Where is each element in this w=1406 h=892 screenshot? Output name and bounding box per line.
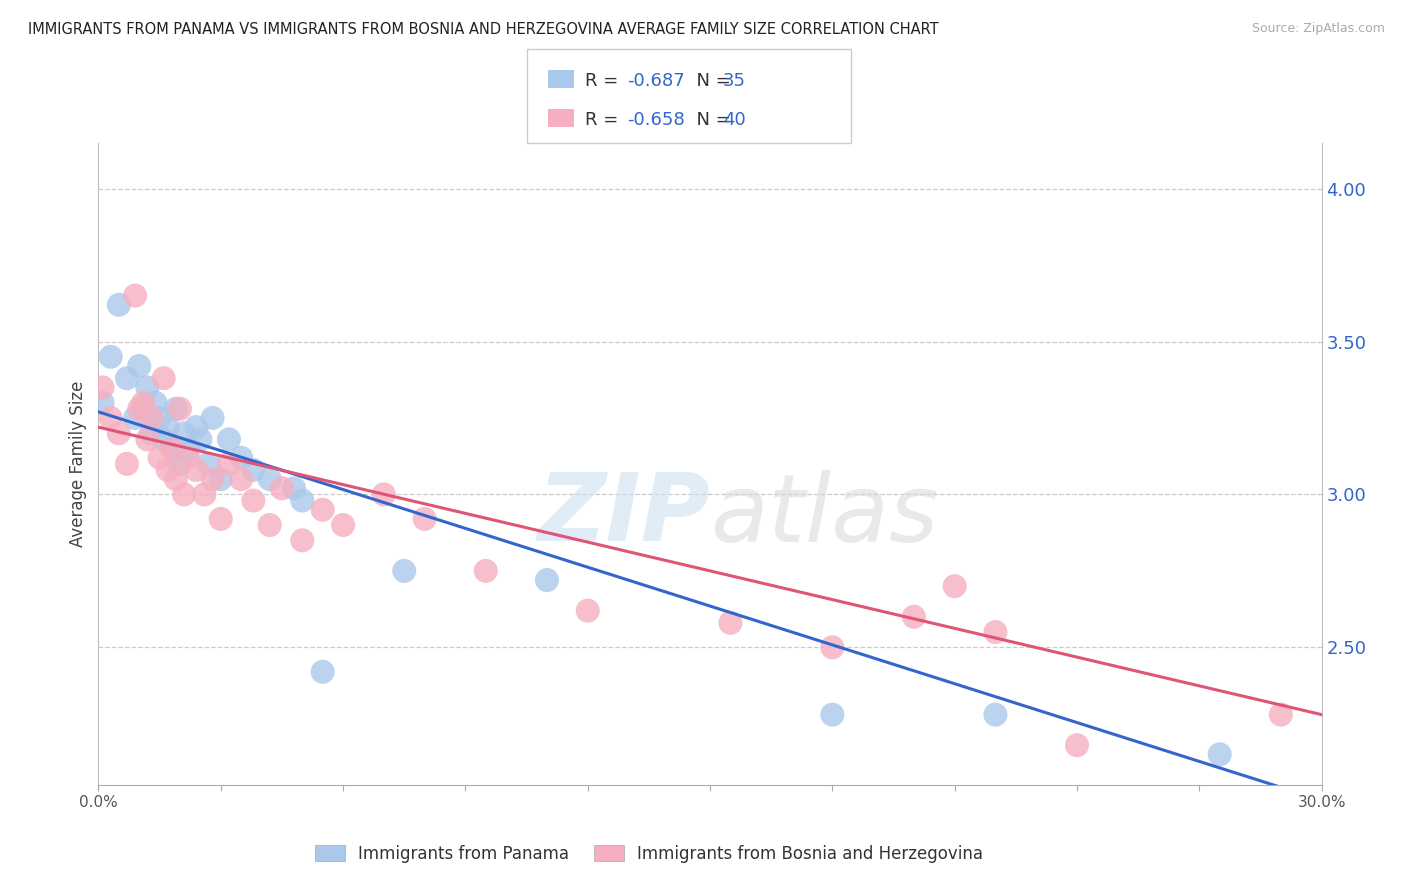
Text: Source: ZipAtlas.com: Source: ZipAtlas.com: [1251, 22, 1385, 36]
Point: [156, 420, 179, 434]
Point: [291, 493, 314, 508]
Point: [903, 609, 925, 624]
Point: [1270, 707, 1292, 722]
Point: [332, 518, 354, 533]
Point: [576, 604, 599, 618]
Text: -0.687: -0.687: [627, 71, 685, 89]
Text: N =: N =: [685, 111, 737, 128]
Point: [474, 564, 498, 578]
Point: [160, 442, 183, 456]
Point: [270, 481, 294, 495]
Point: [91, 395, 114, 409]
Point: [128, 359, 150, 373]
Point: [169, 457, 191, 471]
Point: [115, 457, 138, 471]
Point: [231, 450, 253, 465]
Point: [259, 518, 281, 533]
Point: [209, 472, 232, 486]
Point: [136, 380, 159, 394]
Point: [136, 433, 159, 447]
Text: R =: R =: [585, 71, 624, 89]
Point: [141, 411, 163, 425]
Point: [231, 472, 253, 486]
Legend: Immigrants from Panama, Immigrants from Bosnia and Herzegovina: Immigrants from Panama, Immigrants from …: [308, 838, 990, 870]
Point: [201, 472, 224, 486]
Point: [259, 472, 281, 486]
Point: [821, 640, 844, 655]
Point: [173, 487, 195, 501]
Point: [242, 493, 264, 508]
Point: [160, 442, 183, 456]
Point: [283, 481, 305, 495]
Y-axis label: Average Family Size: Average Family Size: [69, 381, 87, 547]
Point: [141, 426, 163, 441]
Point: [108, 298, 131, 312]
Point: [209, 512, 232, 526]
Point: [152, 371, 174, 385]
Point: [1066, 738, 1088, 752]
Point: [720, 615, 742, 630]
Text: N =: N =: [685, 71, 737, 89]
Point: [165, 401, 187, 416]
Point: [100, 411, 122, 425]
Point: [392, 564, 416, 578]
Point: [124, 288, 146, 302]
Point: [312, 665, 335, 679]
Point: [145, 395, 167, 409]
Point: [128, 401, 150, 416]
Point: [373, 487, 395, 501]
Point: [169, 401, 191, 416]
Point: [108, 426, 131, 441]
Point: [115, 371, 138, 385]
Point: [413, 512, 436, 526]
Point: [100, 350, 122, 364]
Text: 35: 35: [723, 71, 745, 89]
Text: atlas: atlas: [710, 470, 938, 561]
Point: [312, 502, 335, 516]
Point: [91, 380, 114, 394]
Text: IMMIGRANTS FROM PANAMA VS IMMIGRANTS FROM BOSNIA AND HERZEGOVINA AVERAGE FAMILY : IMMIGRANTS FROM PANAMA VS IMMIGRANTS FRO…: [28, 22, 939, 37]
Point: [165, 472, 187, 486]
Point: [152, 433, 174, 447]
Point: [943, 579, 966, 593]
Point: [218, 457, 240, 471]
Text: -0.658: -0.658: [627, 111, 685, 128]
Point: [218, 433, 240, 447]
Point: [291, 533, 314, 548]
Point: [984, 625, 1007, 640]
Text: ZIP: ZIP: [537, 469, 710, 561]
Point: [156, 463, 179, 477]
Point: [124, 411, 146, 425]
Text: 40: 40: [723, 111, 745, 128]
Point: [1208, 747, 1232, 762]
Point: [984, 707, 1007, 722]
Point: [188, 433, 212, 447]
Point: [193, 487, 215, 501]
Point: [132, 401, 155, 416]
Point: [821, 707, 844, 722]
Point: [536, 573, 558, 587]
Point: [186, 463, 208, 477]
Point: [132, 395, 155, 409]
Point: [177, 442, 200, 456]
Point: [149, 450, 172, 465]
Text: R =: R =: [585, 111, 624, 128]
Point: [186, 420, 208, 434]
Point: [201, 411, 224, 425]
Point: [149, 411, 172, 425]
Point: [177, 450, 200, 465]
Point: [242, 463, 264, 477]
Point: [197, 457, 219, 471]
Point: [173, 426, 195, 441]
